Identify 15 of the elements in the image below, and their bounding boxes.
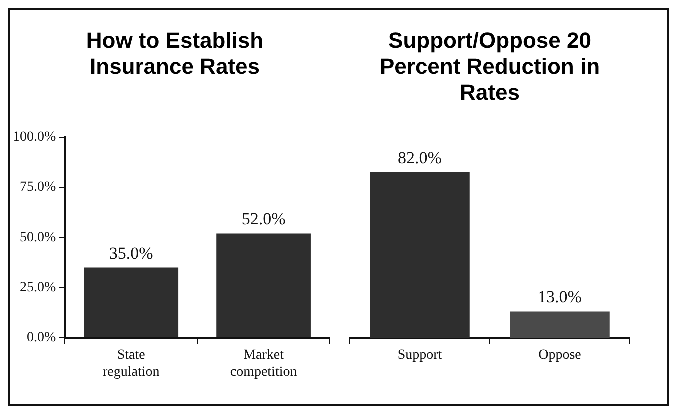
chart-title: How to Establish Insurance Rates — [85, 27, 265, 81]
x-tick-label: Oppose — [538, 348, 582, 364]
y-tick-label: 0.0% — [26, 330, 56, 346]
x-tick-label: Support — [398, 348, 442, 364]
data-label: 35.0% — [109, 244, 154, 263]
y-tick-label: 25.0% — [20, 280, 56, 296]
chart-title: Support/Oppose 20 Percent Reduction in Rates — [378, 27, 602, 107]
data-label: 52.0% — [242, 210, 286, 229]
y-tick-label: 50.0% — [20, 230, 56, 246]
data-label: 13.0% — [538, 288, 582, 307]
x-tick-label: State regulation — [102, 348, 160, 380]
y-tick-label: 75.0% — [20, 180, 56, 196]
data-label: 82.0% — [398, 148, 442, 168]
y-tick-label: 100.0% — [12, 130, 56, 146]
x-tick-label: Market competition — [230, 348, 298, 380]
